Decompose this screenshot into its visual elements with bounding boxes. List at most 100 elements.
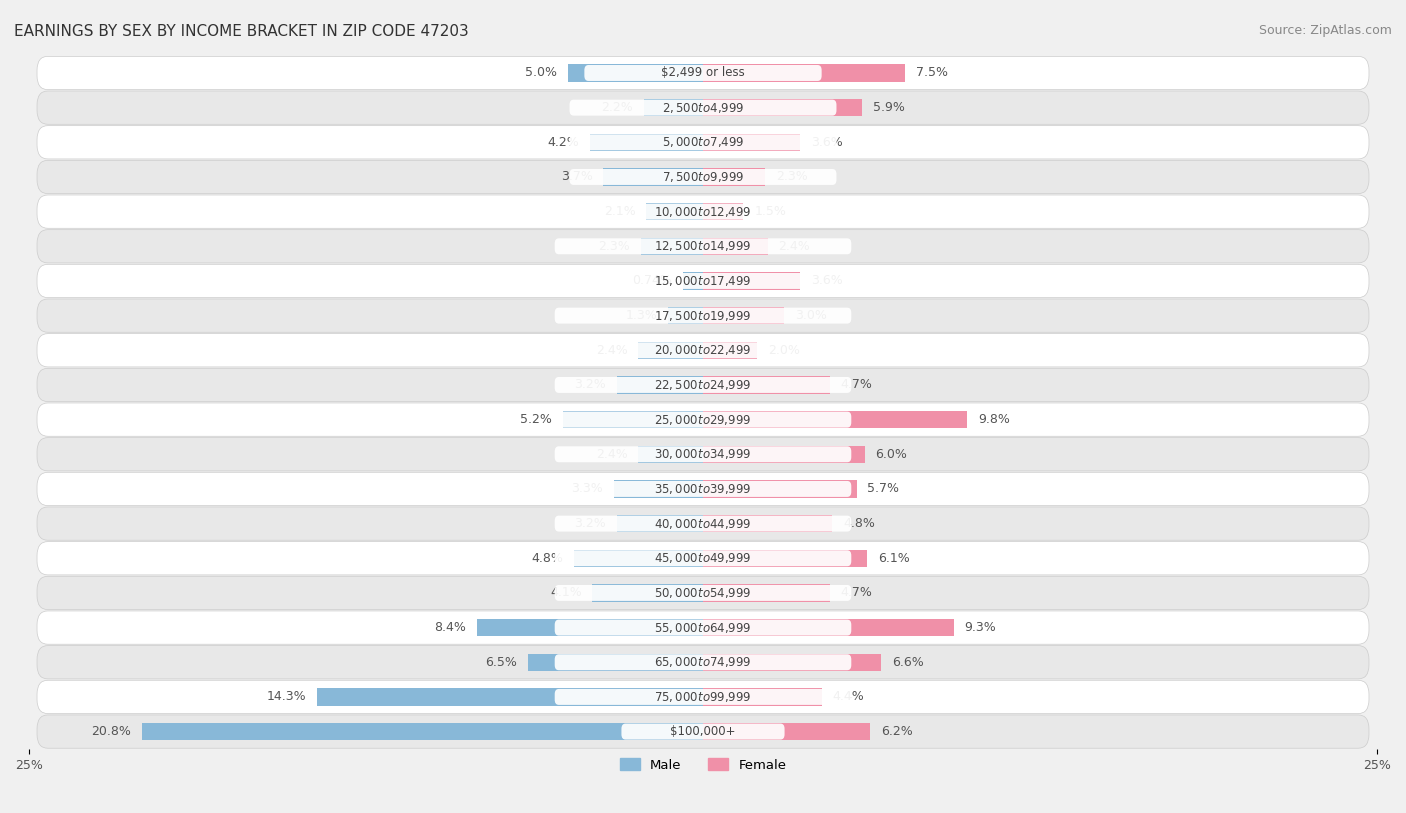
Bar — [703, 585, 830, 602]
Text: 3.2%: 3.2% — [574, 517, 606, 530]
Text: 4.8%: 4.8% — [531, 552, 562, 565]
Text: $12,500 to $14,999: $12,500 to $14,999 — [654, 239, 752, 254]
Text: 4.7%: 4.7% — [841, 586, 872, 599]
Text: $45,000 to $49,999: $45,000 to $49,999 — [654, 551, 752, 565]
FancyBboxPatch shape — [37, 126, 1369, 159]
Text: 0.74%: 0.74% — [633, 275, 672, 288]
FancyBboxPatch shape — [37, 333, 1369, 367]
Text: $50,000 to $54,999: $50,000 to $54,999 — [654, 586, 752, 600]
FancyBboxPatch shape — [37, 472, 1369, 506]
Text: $17,500 to $19,999: $17,500 to $19,999 — [654, 309, 752, 323]
Bar — [703, 619, 953, 637]
Bar — [477, 619, 703, 637]
FancyBboxPatch shape — [569, 169, 837, 185]
Bar — [574, 550, 703, 567]
Bar — [592, 585, 703, 602]
Text: 2.4%: 2.4% — [596, 448, 627, 461]
FancyBboxPatch shape — [37, 299, 1369, 333]
Text: $65,000 to $74,999: $65,000 to $74,999 — [654, 655, 752, 669]
FancyBboxPatch shape — [569, 134, 837, 150]
FancyBboxPatch shape — [37, 576, 1369, 610]
Bar — [638, 446, 703, 463]
Text: Source: ZipAtlas.com: Source: ZipAtlas.com — [1258, 24, 1392, 37]
Bar — [703, 203, 744, 220]
Bar — [668, 307, 703, 324]
Text: $30,000 to $34,999: $30,000 to $34,999 — [654, 447, 752, 461]
Bar — [617, 376, 703, 393]
Text: 2.3%: 2.3% — [776, 171, 807, 184]
FancyBboxPatch shape — [555, 204, 851, 220]
Bar — [589, 133, 703, 151]
Bar — [644, 99, 703, 116]
Text: 6.0%: 6.0% — [876, 448, 907, 461]
FancyBboxPatch shape — [37, 229, 1369, 263]
Text: 1.5%: 1.5% — [754, 205, 786, 218]
Text: 6.5%: 6.5% — [485, 656, 517, 669]
FancyBboxPatch shape — [621, 724, 785, 740]
FancyBboxPatch shape — [555, 238, 851, 254]
Bar — [703, 272, 800, 289]
Bar — [703, 341, 756, 359]
Bar — [703, 689, 821, 706]
FancyBboxPatch shape — [555, 515, 851, 532]
FancyBboxPatch shape — [555, 411, 851, 428]
Text: $40,000 to $44,999: $40,000 to $44,999 — [654, 516, 752, 531]
FancyBboxPatch shape — [37, 264, 1369, 298]
Bar — [603, 168, 703, 185]
FancyBboxPatch shape — [569, 100, 837, 115]
Text: 5.7%: 5.7% — [868, 482, 900, 495]
Text: 3.6%: 3.6% — [811, 275, 842, 288]
Bar — [638, 341, 703, 359]
Bar — [703, 168, 765, 185]
Text: 6.6%: 6.6% — [891, 656, 924, 669]
FancyBboxPatch shape — [555, 689, 851, 705]
FancyBboxPatch shape — [37, 437, 1369, 471]
Text: $20,000 to $22,499: $20,000 to $22,499 — [654, 343, 752, 357]
Text: EARNINGS BY SEX BY INCOME BRACKET IN ZIP CODE 47203: EARNINGS BY SEX BY INCOME BRACKET IN ZIP… — [14, 24, 468, 39]
Bar — [617, 515, 703, 533]
FancyBboxPatch shape — [555, 273, 851, 289]
FancyBboxPatch shape — [37, 611, 1369, 644]
Text: 4.1%: 4.1% — [550, 586, 582, 599]
Bar — [703, 64, 905, 81]
Bar — [703, 654, 882, 671]
Text: 4.2%: 4.2% — [547, 136, 579, 149]
Text: 3.7%: 3.7% — [561, 171, 592, 184]
Text: $5,000 to $7,499: $5,000 to $7,499 — [662, 135, 744, 150]
FancyBboxPatch shape — [37, 91, 1369, 124]
FancyBboxPatch shape — [37, 680, 1369, 714]
FancyBboxPatch shape — [37, 507, 1369, 540]
Text: 2.4%: 2.4% — [596, 344, 627, 357]
Text: $55,000 to $64,999: $55,000 to $64,999 — [654, 620, 752, 635]
Text: 2.1%: 2.1% — [603, 205, 636, 218]
FancyBboxPatch shape — [37, 646, 1369, 679]
Text: 4.7%: 4.7% — [841, 378, 872, 391]
Text: $2,499 or less: $2,499 or less — [661, 67, 745, 80]
Bar — [683, 272, 703, 289]
Bar — [318, 689, 703, 706]
Legend: Male, Female: Male, Female — [614, 753, 792, 777]
FancyBboxPatch shape — [37, 541, 1369, 575]
Bar — [703, 480, 856, 498]
Bar — [568, 64, 703, 81]
Text: 5.2%: 5.2% — [520, 413, 553, 426]
FancyBboxPatch shape — [555, 654, 851, 670]
Text: 3.6%: 3.6% — [811, 136, 842, 149]
FancyBboxPatch shape — [37, 160, 1369, 193]
Bar — [703, 550, 868, 567]
Bar — [703, 446, 865, 463]
FancyBboxPatch shape — [555, 585, 851, 601]
Text: 2.4%: 2.4% — [779, 240, 810, 253]
Text: 14.3%: 14.3% — [267, 690, 307, 703]
Bar — [527, 654, 703, 671]
Bar — [614, 480, 703, 498]
Bar — [703, 723, 870, 741]
Text: 20.8%: 20.8% — [91, 725, 131, 738]
Bar — [703, 376, 830, 393]
FancyBboxPatch shape — [555, 377, 851, 393]
FancyBboxPatch shape — [37, 403, 1369, 437]
Bar — [703, 133, 800, 151]
Text: $35,000 to $39,999: $35,000 to $39,999 — [654, 482, 752, 496]
FancyBboxPatch shape — [555, 620, 851, 636]
Text: 6.2%: 6.2% — [882, 725, 912, 738]
